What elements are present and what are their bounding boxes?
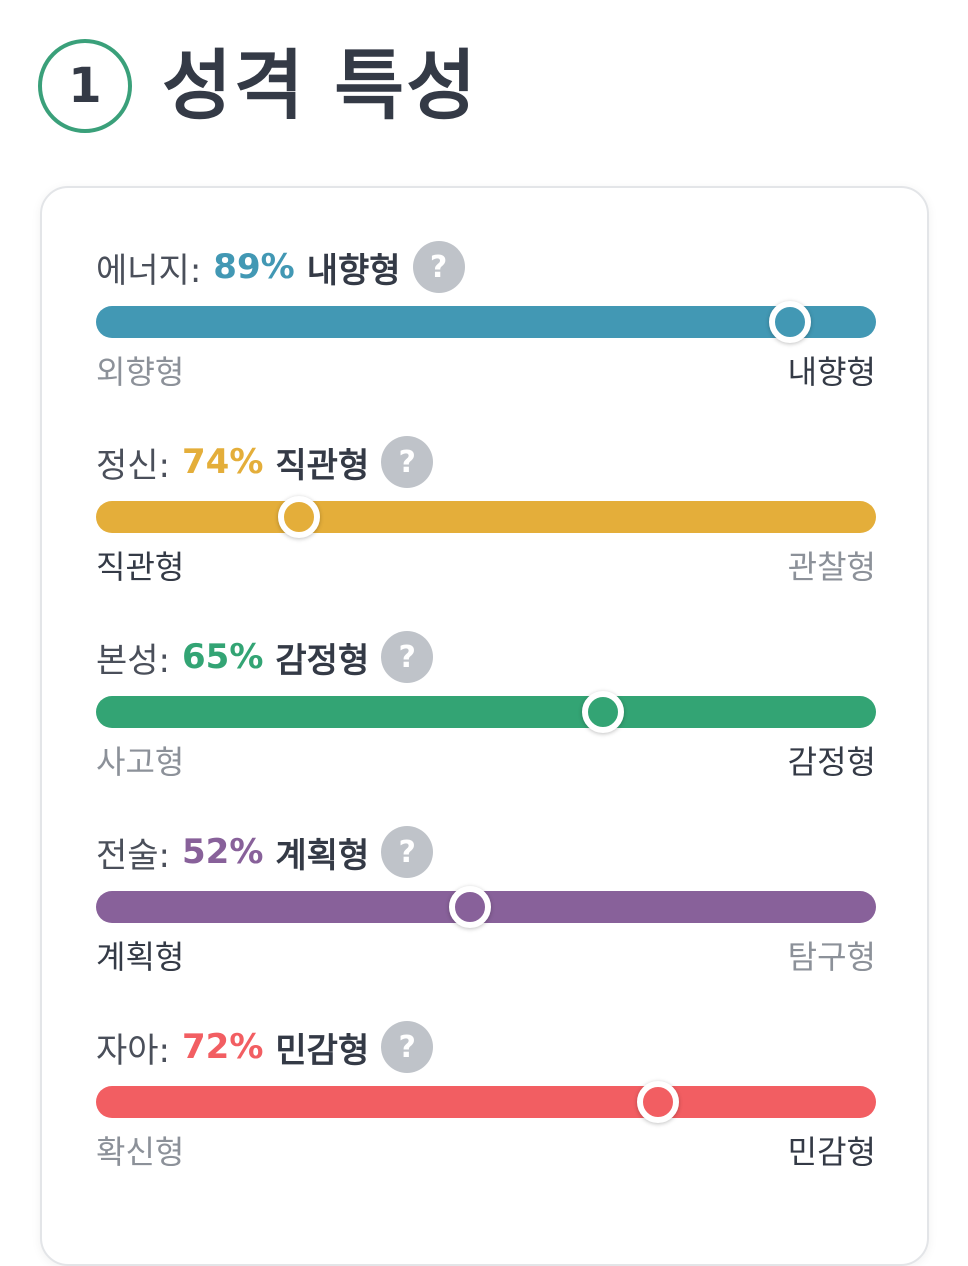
trait-right-label: 관찰형	[787, 548, 876, 586]
trait-row: 에너지: 89% 내향형? 외향형 내향형	[96, 240, 876, 400]
trait-percent: 52%	[182, 832, 264, 872]
trait-percent: 89%	[213, 247, 295, 287]
trait-left-label: 외향형	[96, 353, 185, 391]
trait-slider-track[interactable]	[96, 301, 876, 343]
section-title: 성격 특성	[162, 41, 479, 130]
trait-right-label: 감정형	[787, 743, 876, 781]
help-question-icon[interactable]: ?	[412, 241, 465, 293]
trait-left-label: 확신형	[96, 1133, 185, 1171]
trait-result: 민감형	[275, 1030, 370, 1071]
trait-heading: 자아: 72% 민감형?	[96, 1020, 434, 1074]
trait-slider-track[interactable]	[96, 886, 876, 928]
trait-slider-track[interactable]	[96, 691, 876, 733]
trait-slider-thumb[interactable]	[769, 301, 812, 343]
help-question-icon[interactable]: ?	[381, 631, 434, 683]
trait-name: 전술:	[96, 835, 171, 876]
help-question-icon[interactable]: ?	[381, 1021, 434, 1073]
trait-result: 감정형	[275, 640, 370, 681]
trait-slider-thumb[interactable]	[449, 886, 492, 928]
trait-heading: 전술: 52% 계획형?	[96, 825, 434, 879]
trait-heading: 본성: 65% 감정형?	[96, 630, 434, 684]
trait-row: 전술: 52% 계획형? 계획형 탐구형	[96, 825, 876, 985]
trait-result: 직관형	[275, 445, 370, 486]
trait-result: 계획형	[275, 835, 370, 876]
trait-name: 본성:	[96, 640, 171, 681]
step-number-badge: 1	[38, 39, 132, 133]
trait-left-label: 사고형	[96, 743, 185, 781]
help-question-icon[interactable]: ?	[381, 436, 434, 488]
trait-heading: 에너지: 89% 내향형?	[96, 240, 465, 294]
trait-left-label: 계획형	[96, 938, 185, 976]
trait-percent: 74%	[182, 442, 264, 482]
trait-slider-thumb[interactable]	[277, 496, 320, 538]
personality-traits-card: 에너지: 89% 내향형? 외향형 내향형 정신: 74% 직관형? 직관형 관찰형 본성: 65% 감…	[40, 186, 929, 1266]
section-header: 1 성격 특성	[38, 38, 478, 134]
trait-result: 내향형	[306, 250, 401, 291]
trait-row: 본성: 65% 감정형? 사고형 감정형	[96, 630, 876, 790]
trait-name: 자아:	[96, 1030, 171, 1071]
trait-heading: 정신: 74% 직관형?	[96, 435, 434, 489]
trait-slider-track[interactable]	[96, 496, 876, 538]
trait-slider-thumb[interactable]	[636, 1081, 679, 1123]
trait-row: 자아: 72% 민감형? 확신형 민감형	[96, 1020, 876, 1180]
help-question-icon[interactable]: ?	[381, 826, 434, 878]
trait-name: 정신:	[96, 445, 171, 486]
trait-right-label: 내향형	[787, 353, 876, 391]
trait-percent: 65%	[182, 637, 264, 677]
trait-right-label: 민감형	[787, 1133, 876, 1171]
trait-slider-thumb[interactable]	[582, 691, 624, 733]
trait-row: 정신: 74% 직관형? 직관형 관찰형	[96, 435, 876, 595]
trait-right-label: 탐구형	[787, 938, 876, 976]
trait-left-label: 직관형	[96, 548, 185, 586]
trait-slider-track[interactable]	[96, 1081, 876, 1123]
trait-name: 에너지:	[96, 250, 202, 291]
trait-percent: 72%	[182, 1027, 264, 1067]
